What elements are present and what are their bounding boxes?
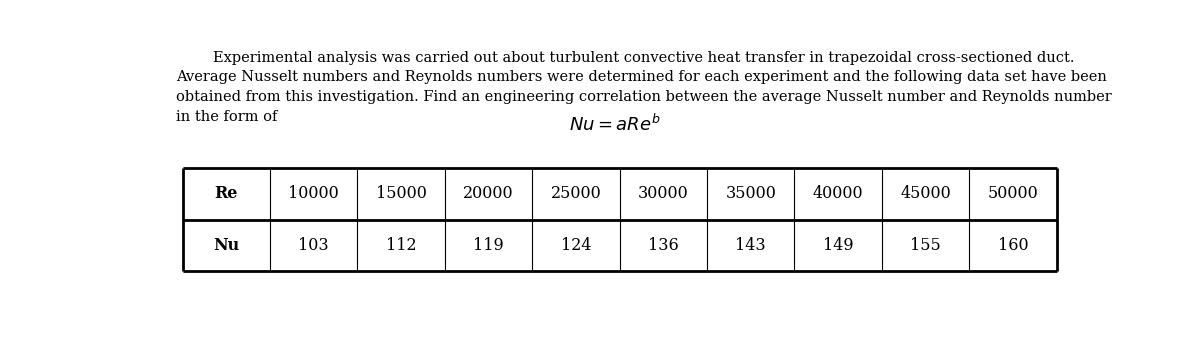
Text: 15000: 15000 xyxy=(376,185,426,202)
Text: 112: 112 xyxy=(385,237,416,254)
Text: 20000: 20000 xyxy=(463,185,514,202)
Text: 155: 155 xyxy=(911,237,941,254)
Text: 30000: 30000 xyxy=(638,185,689,202)
Text: 143: 143 xyxy=(736,237,766,254)
Text: 50000: 50000 xyxy=(988,185,1038,202)
Text: 25000: 25000 xyxy=(551,185,601,202)
Text: Re: Re xyxy=(215,185,238,202)
Text: Experimental analysis was carried out about turbulent convective heat transfer i: Experimental analysis was carried out ab… xyxy=(176,51,1074,65)
Text: 124: 124 xyxy=(560,237,592,254)
Text: 45000: 45000 xyxy=(900,185,950,202)
Text: 136: 136 xyxy=(648,237,679,254)
Text: 40000: 40000 xyxy=(812,185,864,202)
Text: Nu: Nu xyxy=(214,237,239,254)
Text: 119: 119 xyxy=(473,237,504,254)
Text: 160: 160 xyxy=(997,237,1028,254)
Text: 35000: 35000 xyxy=(725,185,776,202)
Text: obtained from this investigation. Find an engineering correlation between the av: obtained from this investigation. Find a… xyxy=(176,90,1111,104)
Text: 103: 103 xyxy=(299,237,329,254)
Text: 149: 149 xyxy=(823,237,853,254)
Text: 10000: 10000 xyxy=(288,185,340,202)
Text: in the form of: in the form of xyxy=(176,109,277,124)
Text: $Nu = aRe^b$: $Nu = aRe^b$ xyxy=(569,114,661,135)
Text: Average Nusselt numbers and Reynolds numbers were determined for each experiment: Average Nusselt numbers and Reynolds num… xyxy=(176,70,1106,84)
